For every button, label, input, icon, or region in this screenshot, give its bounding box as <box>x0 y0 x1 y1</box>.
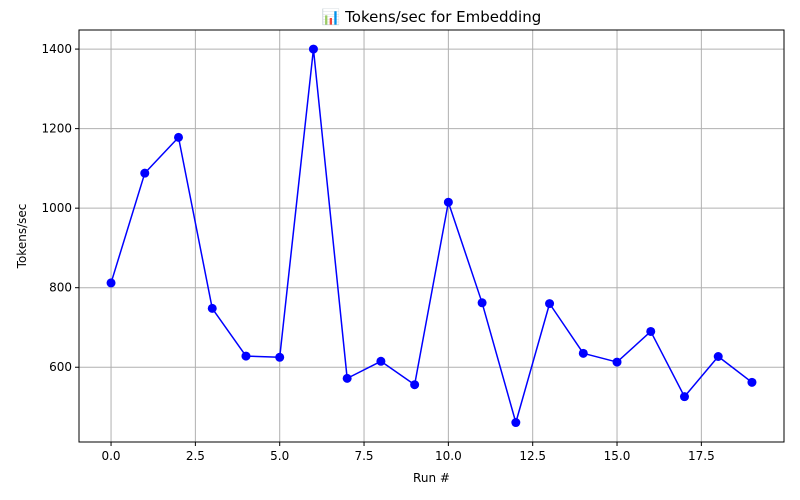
data-point <box>511 418 521 428</box>
x-tick-label: 7.5 <box>354 449 373 463</box>
y-tick-label: 1200 <box>41 122 72 136</box>
data-point <box>174 132 184 142</box>
data-point <box>477 298 487 308</box>
grid <box>79 30 784 442</box>
x-tick-label: 0.0 <box>101 449 120 463</box>
x-tick-label: 15.0 <box>604 449 631 463</box>
data-point <box>646 326 656 336</box>
chart-title: 📊 Tokens/sec for Embedding <box>322 8 542 26</box>
y-tick-label: 1400 <box>41 42 72 56</box>
data-point <box>713 351 723 361</box>
data-point <box>207 303 217 313</box>
x-axis-label: Run # <box>413 471 450 485</box>
data-point <box>679 392 689 402</box>
data-point <box>443 197 453 207</box>
data-point <box>106 278 116 288</box>
x-tick-label: 10.0 <box>435 449 462 463</box>
y-tick-label: 1000 <box>41 201 72 215</box>
y-axis-label: Tokens/sec <box>15 204 29 270</box>
data-point <box>578 348 588 358</box>
x-tick-label: 2.5 <box>186 449 205 463</box>
series-line <box>110 48 753 424</box>
plot-area-frame <box>78 29 785 443</box>
data-point <box>342 373 352 383</box>
data-point <box>241 351 251 361</box>
data-point <box>275 352 285 362</box>
data-point <box>140 168 150 178</box>
x-tick-label: 5.0 <box>270 449 289 463</box>
ticks: 0.0 2.5 5.0 7.5 10.0 12.5 15.0 17.5 600 800 1000 12… <box>41 42 714 463</box>
data-point <box>308 44 318 54</box>
data-point <box>747 377 757 387</box>
data-point <box>376 356 386 366</box>
data-point <box>612 357 622 367</box>
x-tick-label: 17.5 <box>688 449 715 463</box>
x-tick-label: 12.5 <box>519 449 546 463</box>
data-point <box>410 380 420 390</box>
y-tick-label: 600 <box>49 360 72 374</box>
series-layer <box>106 44 757 428</box>
y-tick-label: 800 <box>49 281 72 295</box>
data-point <box>545 299 555 309</box>
